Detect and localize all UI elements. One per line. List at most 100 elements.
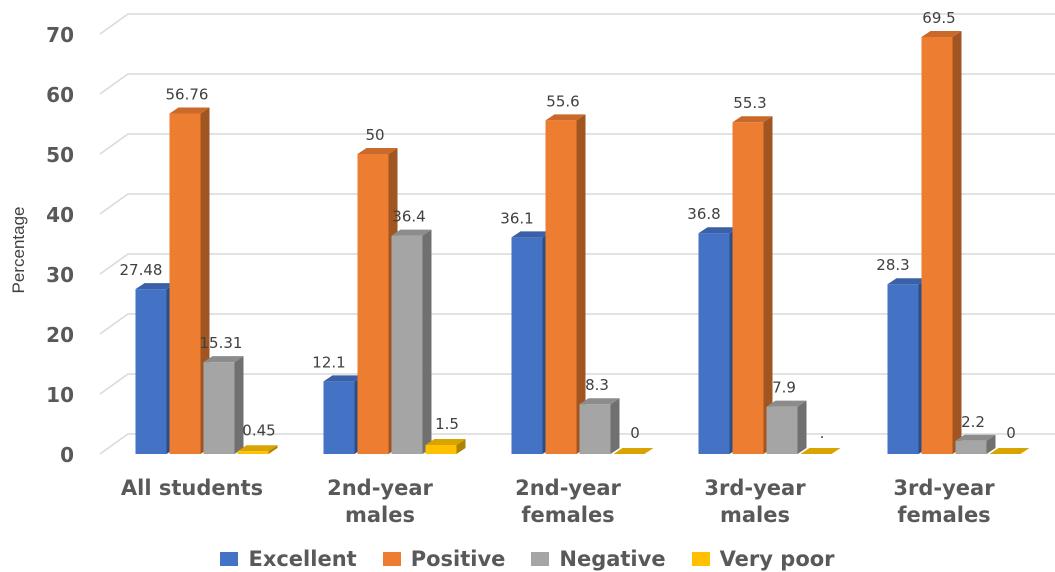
bar-front [579,404,611,454]
legend-item: Positive [382,547,506,571]
bar-front [887,284,919,454]
bar-top [323,375,364,382]
bar-very-poor [800,448,841,454]
data-label: 0 [1006,424,1016,442]
y-tick-label: 50 [46,143,74,167]
bar-negative [766,400,807,454]
data-label: 55.3 [733,94,766,112]
bar-positive [545,114,586,455]
bar-side [268,445,278,454]
legend-swatch [531,552,550,566]
legend-label: Negative [559,547,666,571]
gridline [99,73,1055,95]
data-labels: 27.48 56.76 15.31 0.45 12.1 50 36.4 1.5 36.1 55.6… [120,9,1016,442]
bar-top [887,278,928,285]
bar-front [545,120,577,455]
y-axis-ticks: 0 10 20 30 40 50 60 70 [46,23,74,467]
bar-very-poor [989,448,1030,454]
bar-top [237,445,278,452]
bar-top [579,398,620,405]
bar-top [921,31,962,37]
bar-side [422,229,432,454]
bar-top [203,356,244,363]
bar-top [135,283,176,290]
bar-front [732,122,764,454]
bar-positive [169,107,210,454]
bar-negative [579,398,620,454]
y-tick-label: 30 [46,263,74,287]
bar-front [135,289,167,454]
data-label: 56.76 [166,85,209,103]
y-axis-label: Percentage [9,207,28,294]
data-label: 7.9 [772,379,796,397]
bar-excellent [135,283,176,454]
y-tick-label: 40 [46,203,74,227]
bar-positive [921,31,962,454]
bar-top [613,448,654,454]
data-label: 55.6 [546,92,579,110]
y-tick-label: 10 [46,383,74,407]
bar-top [732,116,773,123]
bar-chart: 0 10 20 30 40 50 60 70 Percentage 27.48 56.76 15.… [9,9,1055,527]
legend-swatch [220,552,239,566]
x-category-label: 3rd-year [893,476,995,500]
bar-top [545,114,586,121]
legend: Excellent Positive Negative Very poor [0,546,1055,572]
data-label: 27.48 [120,261,163,279]
legend-swatch [382,552,401,566]
data-label: 28.3 [876,256,909,274]
bar-top [766,400,807,407]
bar-top [511,231,552,238]
data-label: 1.5 [435,415,459,433]
gridlines [99,13,1055,455]
data-label: 0.45 [242,421,275,439]
bar-front [357,154,389,454]
x-category-label: males [720,503,790,527]
data-label: 12.1 [312,353,345,371]
legend-item: Excellent [220,547,357,571]
x-category-label: females [897,503,990,527]
x-category-label: 2nd-year [327,476,433,500]
data-label: 2.2 [961,413,985,431]
bar-front [921,37,953,454]
x-category-label: females [521,503,614,527]
data-label: 0 [630,424,640,442]
legend-label: Positive [410,547,506,571]
data-label: 15.31 [200,334,243,352]
y-tick-label: 20 [46,323,74,347]
gridline [99,13,1055,35]
bar-front [955,440,987,454]
bar-side [763,116,773,454]
bar-top [800,448,841,454]
bar-side [986,434,996,454]
bar-side [610,398,620,454]
bar-positive [732,116,773,454]
bar-top [425,439,466,445]
bar-top [989,448,1030,454]
bar-front [766,406,798,454]
bar-negative [203,356,244,454]
bar-very-poor [237,445,278,454]
legend-label: Very poor [719,547,835,571]
bar-excellent [511,231,552,454]
bar-top [698,227,739,234]
data-label: 50 [365,126,384,144]
data-label: 36.1 [500,209,533,227]
bar-front [511,237,543,454]
bar-front [391,235,423,454]
bar-very-poor [425,439,466,454]
legend-item: Very poor [691,547,835,571]
bar-front [203,362,235,454]
bar-very-poor [613,448,654,454]
x-category-label: males [345,503,415,527]
data-label: 8.3 [585,376,609,394]
y-tick-label: 60 [46,83,74,107]
bar-front [169,113,201,454]
data-label: 69.5 [922,9,955,27]
legend-item: Negative [531,547,666,571]
x-category-label: 2nd-year [515,476,621,500]
x-axis-categories: All students 2nd-year males 2nd-year females… [121,476,995,527]
bar-side [797,400,807,454]
y-tick-label: 70 [46,23,74,47]
bar-top [391,229,432,236]
